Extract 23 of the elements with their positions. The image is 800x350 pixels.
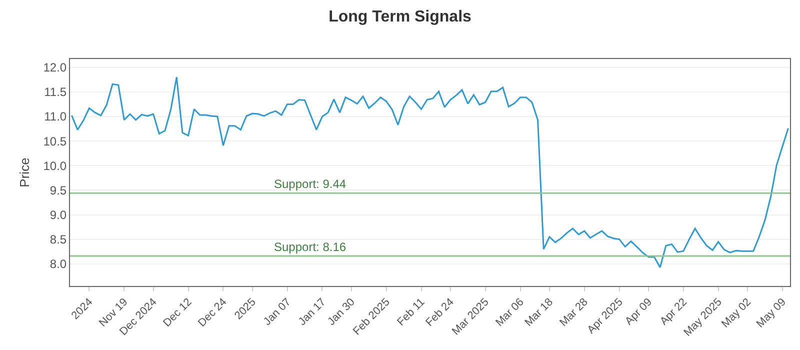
y-tick-label: 8.0 [50,257,67,272]
x-tick-label: Dec 24 [196,296,230,330]
y-tick-label: 8.5 [50,232,67,247]
y-tick-label: 9.0 [50,208,67,222]
x-tick-label: Jan 30 [326,296,358,328]
ref-line-label: Support: 8.16 [274,240,346,254]
y-axis-title: Price [17,158,32,188]
y-tick-label: 11.0 [44,110,67,124]
y-tick-label: 10.0 [43,158,67,173]
y-tick-label: 10.5 [43,134,67,148]
x-tick-label: Mar 18 [522,296,556,329]
x-tick-label: Jan 07 [261,296,294,328]
chart-title: Long Term Signals [328,8,472,26]
x-tick-label: May 09 [754,296,788,330]
y-tick-label: 9.5 [50,183,67,198]
x-tick-label: Apr 09 [623,296,654,328]
line-series [71,76,789,268]
x-tick-label: Jan 17 [296,296,328,328]
x-tick-label: Feb 24 [424,296,456,329]
y-tick-label: 11.5 [44,85,67,100]
y-tick-label: 12.0 [43,60,67,75]
ref-line-label: Support: 9.44 [274,177,346,191]
x-tick-label: Dec 12 [161,296,194,330]
